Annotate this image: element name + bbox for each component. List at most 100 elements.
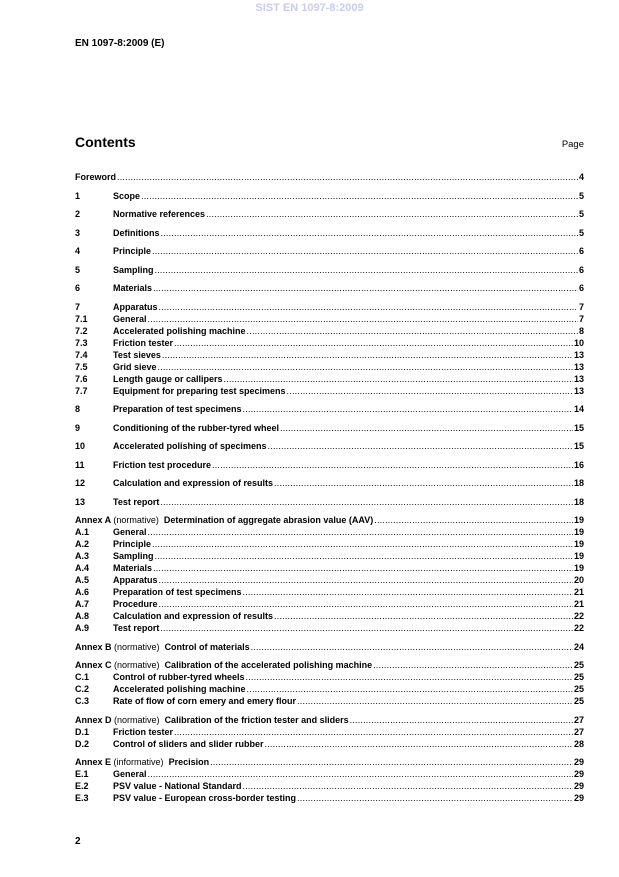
- annex-type: (normative): [114, 660, 160, 670]
- dot-leader: ........................................…: [212, 459, 573, 470]
- toc-entry-page: 5: [578, 227, 584, 238]
- annex-type: (normative): [114, 714, 160, 725]
- annex-title: Determination of aggregate abrasion valu…: [163, 515, 374, 525]
- toc-entry-page: 27: [573, 726, 584, 737]
- toc-entry-number: 9: [75, 422, 81, 433]
- toc-entry-number: D.2: [75, 738, 90, 749]
- annex-title: Calibration of the friction tester and s…: [164, 714, 349, 725]
- toc-entry-page: 7: [578, 313, 584, 324]
- toc-entry: 7.4 Test sieves..........................…: [75, 349, 584, 361]
- toc-entry-title: Calculation and expression of results: [113, 611, 274, 621]
- toc-entry: A.9 Test report..........................…: [75, 622, 584, 634]
- dot-leader: ........................................…: [274, 611, 573, 621]
- toc-entry-number: 2: [75, 209, 81, 219]
- toc-entry: A.5 Apparatus............................…: [75, 574, 584, 586]
- toc-entry-number: 1: [75, 190, 81, 201]
- toc-entry-title: Sampling: [113, 551, 154, 561]
- dot-leader: ........................................…: [242, 781, 573, 791]
- dot-leader: ........................................…: [158, 301, 578, 312]
- toc-entry-number: 7.3: [75, 337, 88, 348]
- toc-entry-title: Materials: [113, 283, 153, 293]
- dot-leader: ........................................…: [373, 660, 573, 670]
- toc-entry-page: 21: [573, 599, 584, 609]
- toc-entry: 9 Conditioning of the rubber-tyred wheel.…: [75, 422, 584, 434]
- toc-entry: A.8 Calculation and expression of results…: [75, 610, 584, 622]
- toc-entry-page: 25: [573, 696, 584, 706]
- toc-entry-title: Annex E (informative) Precision: [75, 756, 209, 768]
- toc-entry-title: Test report: [113, 623, 160, 633]
- toc-entry-title: Control of rubber-tyred wheels: [113, 672, 245, 682]
- toc-entry-number: E.1: [75, 769, 89, 779]
- toc-entry-title: Friction test procedure: [113, 459, 212, 470]
- toc-entry: 4 Principle..............................…: [75, 245, 584, 257]
- dot-leader: ........................................…: [158, 599, 573, 609]
- dot-leader: ........................................…: [157, 361, 573, 372]
- toc-entry-page: 27: [573, 714, 584, 725]
- toc-entry-number: C.2: [75, 684, 90, 694]
- toc-entry-title: Accelerated polishing machine: [113, 684, 246, 694]
- dot-leader: ........................................…: [117, 172, 578, 182]
- toc-entry-number: 4: [75, 246, 81, 256]
- toc-entry: E.2 PSV value - National Standard........…: [75, 780, 584, 792]
- toc-entry-page: 5: [578, 190, 584, 201]
- dot-leader: ........................................…: [153, 563, 573, 573]
- toc-entry-title: Materials: [113, 563, 153, 573]
- toc-entry-page: 14: [573, 404, 584, 414]
- toc-entry: 7.7 Equipment for preparing test specimen…: [75, 385, 584, 397]
- toc-entry: Foreword................................…: [75, 171, 584, 183]
- toc-entry-title: Grid sieve: [113, 361, 157, 372]
- toc-entry-page: 4: [578, 172, 584, 182]
- toc-entry-page: 18: [573, 496, 584, 507]
- dot-leader: ........................................…: [147, 313, 578, 324]
- toc-entry-page: 20: [573, 575, 584, 585]
- toc-entry-page: 13: [573, 349, 584, 360]
- toc-entry-page: 7: [578, 301, 584, 312]
- toc-entry-title: Calculation and expression of results: [113, 478, 274, 488]
- toc-entry-number: 6: [75, 283, 81, 293]
- toc-entry: 3 Definitions............................…: [75, 227, 584, 239]
- toc-entry-page: 25: [573, 660, 584, 670]
- toc-entry-number: D.1: [75, 726, 90, 737]
- toc-entry: A.2 Principle............................…: [75, 538, 584, 550]
- toc-entry-title: Principle: [113, 246, 152, 256]
- toc-entry-page: 18: [573, 478, 584, 488]
- toc-entry: 7 Apparatus..............................…: [75, 301, 584, 313]
- toc-entry-number: A.2: [75, 539, 90, 549]
- dot-leader: ........................................…: [297, 793, 573, 803]
- toc-entry-number: 7.6: [75, 373, 88, 384]
- toc-entry: 1 Scope..................................…: [75, 190, 584, 202]
- dot-leader: ........................................…: [152, 539, 573, 549]
- annex-type: (normative): [113, 515, 159, 525]
- annex-type: (informative): [113, 757, 164, 767]
- dot-leader: ........................................…: [153, 283, 578, 293]
- toc-entry-page: 6: [578, 283, 584, 293]
- dot-leader: ........................................…: [147, 769, 573, 779]
- toc-entry-number: 10: [75, 441, 86, 451]
- toc-entry-number: A.3: [75, 551, 90, 561]
- toc-entry: D.1 Friction tester......................…: [75, 726, 584, 738]
- toc-entry: 12 Calculation and expression of results.…: [75, 477, 584, 489]
- toc-entry-title: PSV value - European cross-border testin…: [113, 793, 297, 803]
- toc-entry-title: Accelerated polishing machine: [113, 325, 246, 336]
- toc-entry-page: 19: [573, 563, 584, 573]
- dot-leader: ........................................…: [174, 726, 573, 737]
- watermark: SIST EN 1097-8:2009: [255, 2, 364, 14]
- toc-entry-page: 29: [573, 757, 584, 767]
- toc-entry: 10 Accelerated polishing of specimens....…: [75, 440, 584, 452]
- toc-entry-page: 29: [573, 781, 584, 791]
- toc-entry-page: 5: [578, 209, 584, 219]
- toc-entry-title: Conditioning of the rubber-tyred wheel: [113, 422, 279, 433]
- annex-label: Annex B: [75, 641, 112, 652]
- toc-entry-number: 8: [75, 404, 81, 414]
- toc-entry-page: 25: [573, 672, 584, 682]
- toc-entry-number: 7.7: [75, 385, 88, 396]
- dot-leader: ........................................…: [160, 496, 573, 507]
- toc-entry-page: 15: [573, 422, 584, 433]
- dot-leader: ........................................…: [250, 641, 573, 652]
- toc-entry: A.7 Procedure............................…: [75, 598, 584, 610]
- toc-entry-number: 7: [75, 301, 81, 312]
- toc-entry-title: Definitions: [113, 227, 160, 238]
- toc-entry-number: 5: [75, 264, 81, 275]
- toc-entry-page: 19: [573, 551, 584, 561]
- toc-entry-page: 29: [573, 793, 584, 803]
